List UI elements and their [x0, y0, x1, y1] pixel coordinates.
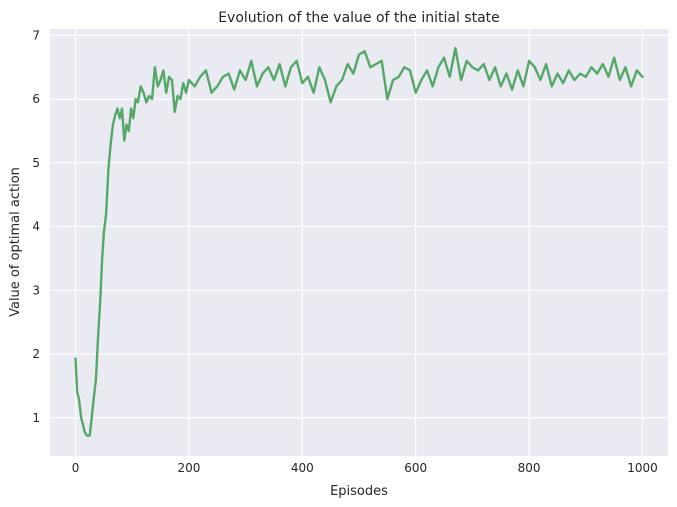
grid-lines: [50, 29, 668, 456]
y-tick-label: 3: [32, 283, 40, 297]
y-axis-label: Value of optimal action: [8, 167, 23, 317]
y-tick-label: 5: [32, 156, 40, 170]
x-tick-label: 0: [72, 461, 80, 475]
x-tick-label: 200: [177, 461, 200, 475]
y-tick-label: 2: [32, 347, 40, 361]
series-line-value: [74, 46, 644, 437]
x-axis-label: Episodes: [330, 484, 388, 499]
plot-area: [50, 29, 668, 456]
x-tick-label: 400: [291, 461, 314, 475]
y-axis-ticks: 1 2 3 4 5 6 7: [32, 28, 40, 424]
y-tick-label: 4: [32, 220, 40, 234]
y-tick-label: 7: [32, 28, 40, 42]
chart-title: Evolution of the value of the initial st…: [218, 10, 500, 26]
y-tick-label: 6: [32, 92, 40, 106]
x-axis-ticks: 0 200 400 600 800 1000: [72, 461, 658, 475]
x-tick-label: 800: [518, 461, 541, 475]
y-tick-label: 1: [32, 411, 40, 425]
x-tick-label: 1000: [627, 461, 658, 475]
x-tick-label: 600: [404, 461, 427, 475]
